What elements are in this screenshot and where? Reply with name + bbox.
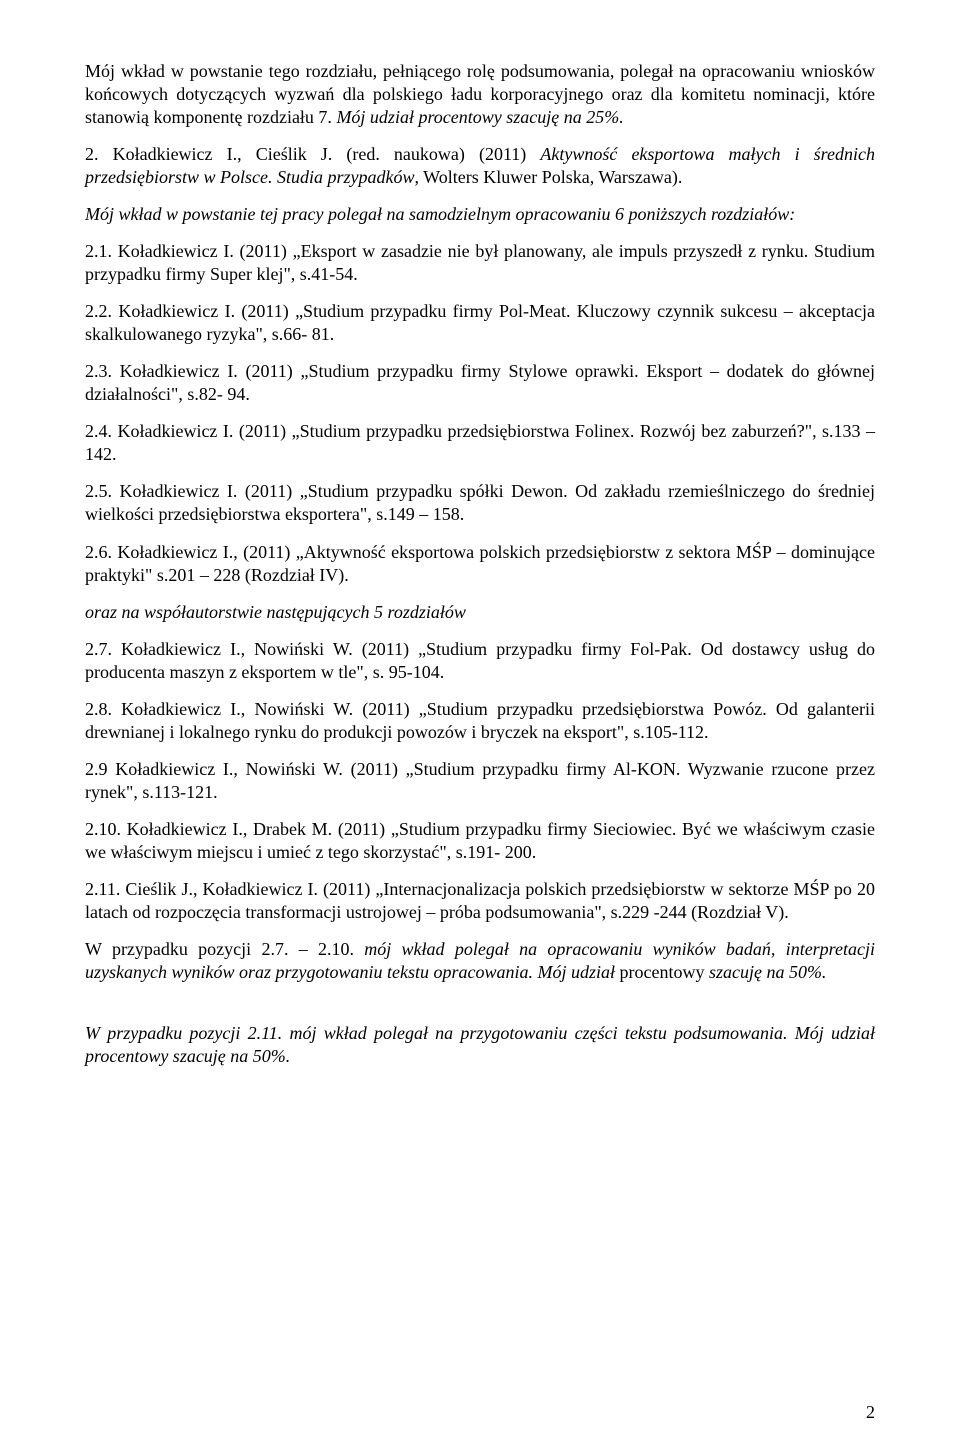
intro-paragraph-3: Mój wkład w powstanie tej pracy polegał … [85, 203, 875, 226]
intro-p1-italic: Mój udział procentowy szacuję na 25%. [336, 107, 623, 127]
entry-2-7: 2.7. Koładkiewicz I., Nowiński W. (2011)… [85, 638, 875, 684]
entry-2-3: 2.3. Koładkiewicz I. (2011) „Studium prz… [85, 360, 875, 406]
spacer [85, 998, 875, 1022]
intro-p2-a: 2. Koładkiewicz I., Cieślik J. (red. nau… [85, 144, 540, 164]
intro-p2-c: , Wolters Kluwer Polska, Warszawa). [415, 167, 683, 187]
entry-2-4: 2.4. Koładkiewicz I. (2011) „Studium prz… [85, 420, 875, 466]
footer-paragraph-2: W przypadku pozycji 2.11. mój wkład pole… [85, 1022, 875, 1068]
entry-2-11: 2.11. Cieślik J., Koładkiewicz I. (2011)… [85, 878, 875, 924]
entry-2-1: 2.1. Koładkiewicz I. (2011) „Eksport w z… [85, 240, 875, 286]
entry-2-6: 2.6. Koładkiewicz I., (2011) „Aktywność … [85, 541, 875, 587]
entry-2-5: 2.5. Koładkiewicz I. (2011) „Studium prz… [85, 480, 875, 526]
coauthorship-heading: oraz na współautorstwie następujących 5 … [85, 601, 875, 624]
intro-paragraph-1: Mój wkład w powstanie tego rozdziału, pe… [85, 60, 875, 129]
footer-f1-d: szacuję na 50%. [709, 962, 826, 982]
page-container: Mój wkład w powstanie tego rozdziału, pe… [0, 0, 960, 1453]
footer-paragraph-1: W przypadku pozycji 2.7. – 2.10. mój wkł… [85, 938, 875, 984]
intro-paragraph-2: 2. Koładkiewicz I., Cieślik J. (red. nau… [85, 143, 875, 189]
page-number: 2 [866, 1402, 875, 1423]
entry-2-9: 2.9 Koładkiewicz I., Nowiński W. (2011) … [85, 758, 875, 804]
entry-2-10: 2.10. Koładkiewicz I., Drabek M. (2011) … [85, 818, 875, 864]
entry-2-8: 2.8. Koładkiewicz I., Nowiński W. (2011)… [85, 698, 875, 744]
footer-f1-a: W przypadku pozycji 2.7. – 2.10. [85, 939, 364, 959]
footer-f1-c: procentowy [619, 962, 708, 982]
entry-2-2: 2.2. Koładkiewicz I. (2011) „Studium prz… [85, 300, 875, 346]
